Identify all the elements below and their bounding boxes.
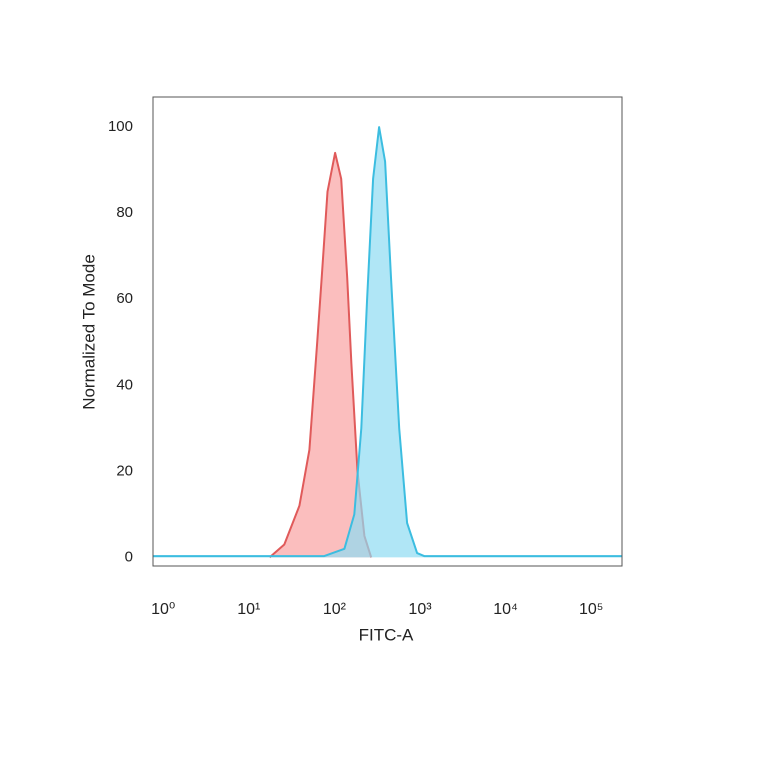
x-tick-label: 10⁵ <box>579 601 603 618</box>
x-tick-label: 10³ <box>408 601 432 618</box>
y-tick-label: 100 <box>108 118 133 135</box>
x-tick-label: 10¹ <box>237 601 260 618</box>
y-axis-title: Normalized To Mode <box>79 254 98 410</box>
x-tick-label: 10⁰ <box>151 601 175 618</box>
area-fill <box>269 152 372 558</box>
x-tick-label: 10⁴ <box>493 601 518 618</box>
plot-frame <box>152 96 623 567</box>
x-tick-label: 10² <box>323 601 347 618</box>
y-tick-label: 40 <box>116 376 133 393</box>
area-fill <box>153 127 622 558</box>
y-tick-label: 20 <box>116 462 133 479</box>
y-tick-label: 80 <box>116 204 133 221</box>
x-axis-title: FITC-A <box>359 625 414 644</box>
y-tick-label: 0 <box>125 548 133 565</box>
y-tick-label: 60 <box>116 290 133 307</box>
histogram-line <box>153 126 622 558</box>
histogram-line <box>268 151 373 559</box>
